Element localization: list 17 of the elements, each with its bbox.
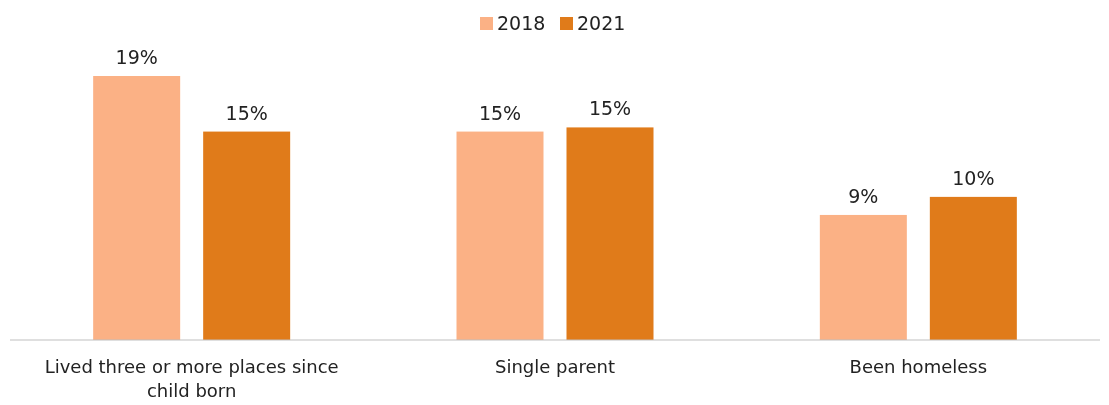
data-label: 19% xyxy=(115,46,158,68)
bar xyxy=(93,76,181,340)
data-label: 15% xyxy=(478,101,522,124)
bar xyxy=(819,214,907,340)
x-tick-label: Been homeless xyxy=(849,356,988,377)
x-tick-label: Lived three or more places since child born xyxy=(44,356,339,401)
x-tick-label: Single parent xyxy=(494,356,616,377)
bar xyxy=(203,131,291,340)
bar xyxy=(456,131,544,340)
data-label: 15% xyxy=(225,101,268,124)
legend-label: 2021 xyxy=(577,12,626,34)
legend-label: 2018 xyxy=(497,12,546,34)
bar xyxy=(566,127,654,340)
bar xyxy=(929,196,1017,340)
data-label: 9% xyxy=(848,184,879,207)
data-label: 15% xyxy=(588,97,632,120)
data-label: 10% xyxy=(952,166,995,189)
